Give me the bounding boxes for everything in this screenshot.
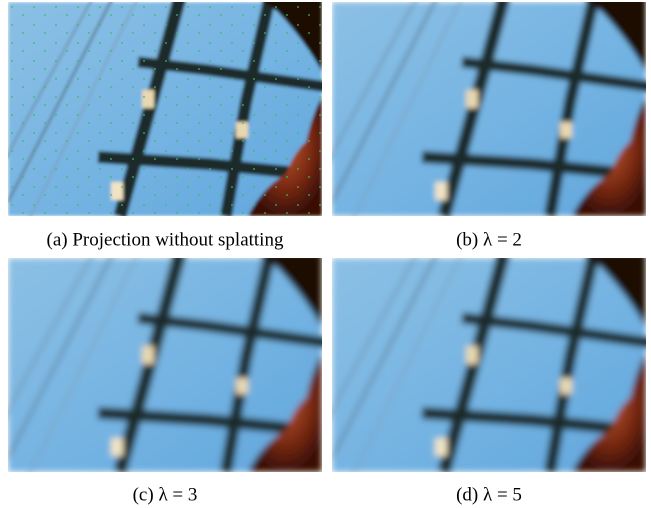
caption: (b) λ = 2 [456, 229, 522, 250]
image-panel [0, 0, 328, 222]
image-panel [322, 0, 651, 222]
caption: (a) Projection without splatting [47, 229, 284, 250]
image-panel [0, 253, 328, 478]
caption: (d) λ = 5 [456, 484, 522, 505]
figure: (a) Projection without splatting (b) λ =… [0, 0, 651, 508]
image-panel [322, 253, 651, 478]
caption: (c) λ = 3 [133, 484, 198, 505]
